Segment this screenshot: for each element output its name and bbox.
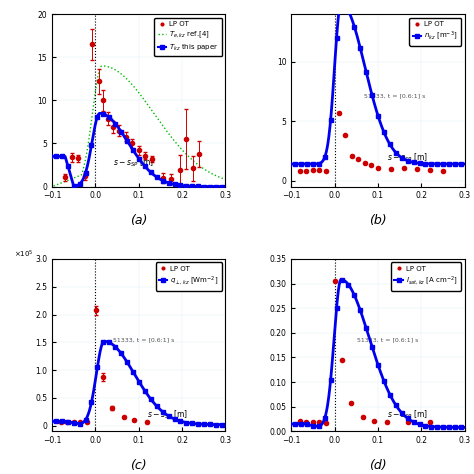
Legend: LP OT, $n_{kz}\ \rm[m^{-3}]$: LP OT, $n_{kz}\ \rm[m^{-3}]$	[410, 18, 461, 46]
Legend: LP OT, $I_{sat,kz}\ \rm[A\ cm^{-2}]$: LP OT, $I_{sat,kz}\ \rm[A\ cm^{-2}]$	[391, 263, 461, 291]
Text: $\times10^5$: $\times10^5$	[14, 248, 34, 260]
Text: (d): (d)	[369, 459, 387, 472]
Text: $s-s_{SP}$ [m]: $s-s_{SP}$ [m]	[113, 157, 154, 169]
Text: $s-s_{SP}$ [m]: $s-s_{SP}$ [m]	[387, 152, 428, 164]
Text: (c): (c)	[130, 459, 147, 472]
Text: 51333, t = [0.6:1] s: 51333, t = [0.6:1] s	[113, 337, 174, 343]
Legend: LP OT, $T_{e,kz}$ ref.[4], $T_{kz}$ this paper: LP OT, $T_{e,kz}$ ref.[4], $T_{kz}$ this…	[155, 18, 222, 56]
Legend: LP OT, $q_{\perp,kz}\ \rm[Wm^{-2}]$: LP OT, $q_{\perp,kz}\ \rm[Wm^{-2}]$	[155, 263, 222, 291]
Text: $s-s_{SP}$ [m]: $s-s_{SP}$ [m]	[147, 409, 189, 421]
Text: $s-s_{SP}$ [m]: $s-s_{SP}$ [m]	[387, 409, 428, 421]
Text: 51333, t = [0.6:1] s: 51333, t = [0.6:1] s	[364, 93, 425, 98]
Text: (b): (b)	[369, 214, 387, 227]
Text: (a): (a)	[130, 214, 147, 227]
Text: 51333, t = [0.6:1] s: 51333, t = [0.6:1] s	[357, 337, 419, 343]
